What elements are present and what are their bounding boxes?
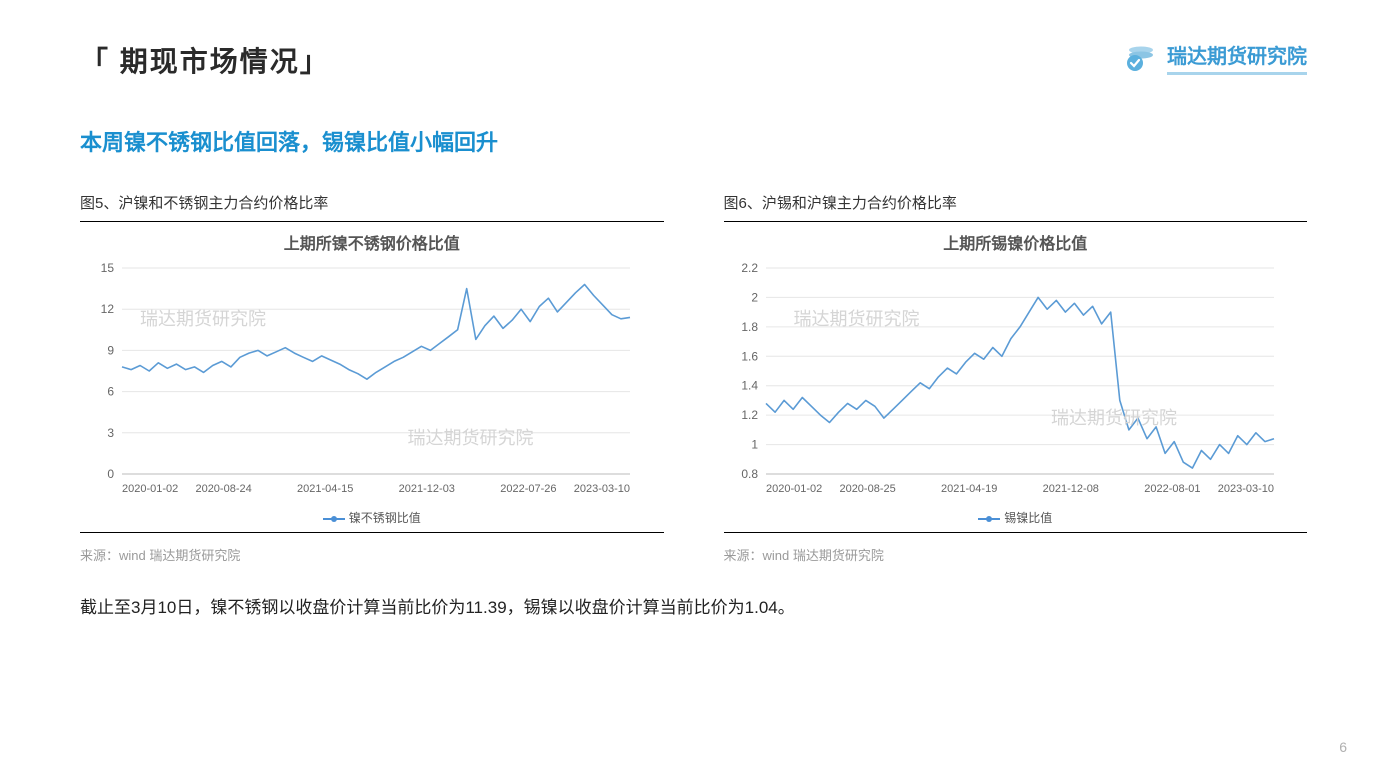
- svg-text:2020-01-02: 2020-01-02: [122, 483, 178, 495]
- svg-text:1.2: 1.2: [741, 408, 758, 422]
- chart-right-caption: 图6、沪锡和沪镍主力合约价格比率: [724, 192, 1308, 222]
- svg-text:9: 9: [107, 343, 114, 357]
- svg-text:0.8: 0.8: [741, 467, 758, 481]
- legend-swatch-icon: [978, 518, 1000, 520]
- chart-left-source: 来源：wind 瑞达期货研究院: [80, 533, 664, 564]
- chart-left-caption: 图5、沪镍和不锈钢主力合约价格比率: [80, 192, 664, 222]
- chart-right-title: 上期所锡镍价格比值: [724, 230, 1308, 254]
- svg-text:3: 3: [107, 426, 114, 440]
- svg-text:6: 6: [107, 385, 114, 399]
- svg-text:0: 0: [107, 467, 114, 481]
- legend-label: 锡镍比值: [1004, 511, 1052, 525]
- chart-right-block: 图6、沪锡和沪镍主力合约价格比率 上期所锡镍价格比值 瑞达期货研究院 瑞达期货研…: [724, 192, 1308, 564]
- chart-left-block: 图5、沪镍和不锈钢主力合约价格比率 上期所镍不锈钢价格比值 瑞达期货研究院 瑞达…: [80, 192, 664, 564]
- svg-text:15: 15: [101, 261, 115, 275]
- brand-logo: 瑞达期货研究院: [1123, 40, 1307, 75]
- summary-text: 截止至3月10日，镍不锈钢以收盘价计算当前比价为11.39，锡镍以收盘价计算当前…: [0, 564, 1387, 621]
- svg-text:2021-12-08: 2021-12-08: [1042, 483, 1098, 495]
- page-subtitle: 本周镍不锈钢比值回落，锡镍比值小幅回升: [0, 80, 1387, 157]
- svg-text:2020-08-24: 2020-08-24: [195, 483, 251, 495]
- chart-left-title: 上期所镍不锈钢价格比值: [80, 230, 664, 254]
- page-number: 6: [1339, 739, 1347, 755]
- chart-right-legend: 锡镍比值: [724, 505, 1308, 528]
- svg-text:12: 12: [101, 302, 115, 316]
- legend-label: 镍不锈钢比值: [349, 511, 421, 525]
- svg-text:2021-12-03: 2021-12-03: [399, 483, 455, 495]
- svg-text:2020-08-25: 2020-08-25: [839, 483, 895, 495]
- svg-text:2021-04-19: 2021-04-19: [941, 483, 997, 495]
- chart-left-legend: 镍不锈钢比值: [80, 505, 664, 528]
- chart-left-plot: 瑞达期货研究院 瑞达期货研究院 036912152020-01-022020-0…: [80, 260, 664, 505]
- svg-text:1.6: 1.6: [741, 349, 758, 363]
- coins-check-icon: [1123, 44, 1159, 72]
- svg-text:2.2: 2.2: [741, 261, 758, 275]
- chart-right-source: 来源：wind 瑞达期货研究院: [724, 533, 1308, 564]
- line-chart-svg: 0 3 6 9 12 15 2020-01-02 2020-08-24 2021-04-15 20…: [80, 260, 640, 500]
- legend-swatch-icon: [323, 518, 345, 520]
- brand-name: 瑞达期货研究院: [1167, 40, 1307, 75]
- svg-text:2021-04-15: 2021-04-15: [297, 483, 353, 495]
- svg-text:2023-03-10: 2023-03-10: [574, 483, 630, 495]
- line-chart-svg: 0.8 1 1.2 1.4 1.6 1.8 2 2.2 2020-01-02 2020-08-25…: [724, 260, 1284, 500]
- svg-text:2020-01-02: 2020-01-02: [766, 483, 822, 495]
- svg-text:2022-07-26: 2022-07-26: [500, 483, 556, 495]
- svg-text:2: 2: [751, 290, 758, 304]
- svg-text:2023-03-10: 2023-03-10: [1217, 483, 1273, 495]
- svg-text:1.8: 1.8: [741, 320, 758, 334]
- section-title: 「 期现市场情况」: [80, 40, 330, 80]
- svg-text:2022-08-01: 2022-08-01: [1144, 483, 1200, 495]
- svg-text:1: 1: [751, 438, 758, 452]
- svg-text:1.4: 1.4: [741, 379, 758, 393]
- chart-right-plot: 瑞达期货研究院 瑞达期货研究院 0.811.21.41.61.822.22020…: [724, 260, 1308, 505]
